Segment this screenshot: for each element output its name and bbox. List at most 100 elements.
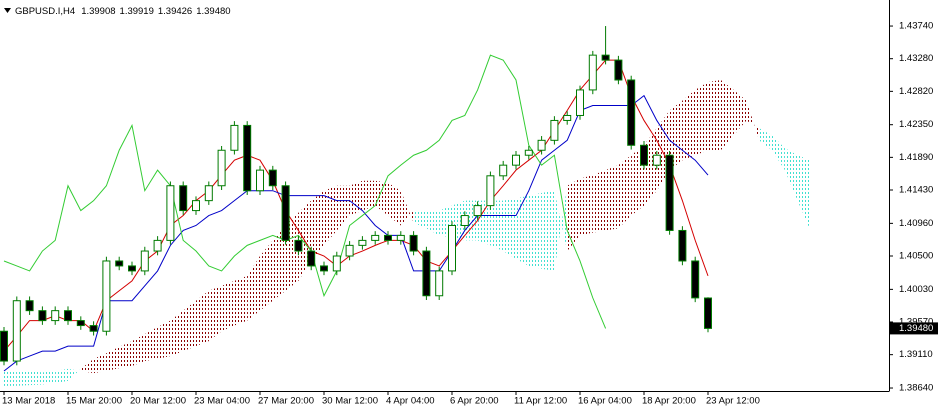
cloud-segment (260, 240, 273, 311)
candle-body (588, 54, 597, 91)
candle-body (537, 139, 546, 151)
y-tick-label: 1.39570 (899, 317, 933, 328)
candle-body (51, 310, 60, 322)
cloud-segment (772, 135, 785, 171)
cloud-segment (503, 198, 516, 259)
candle-body (486, 175, 495, 207)
cloud-segment (144, 326, 158, 362)
candle-body (76, 320, 85, 327)
cloud-segment (196, 290, 209, 347)
candle-body (678, 229, 687, 262)
candle-body (396, 234, 405, 241)
cloud-segment (516, 195, 529, 266)
cloud-segment (580, 175, 593, 236)
cloud-segment (170, 310, 184, 357)
cloud-segment (221, 280, 235, 332)
x-tick-label: 4 Apr 04:00 (386, 396, 435, 407)
cloud-segment (567, 178, 580, 252)
candle-body (204, 185, 213, 202)
candle-body (166, 185, 175, 241)
candle-body (89, 325, 98, 332)
cloud-segment (208, 285, 222, 342)
candle-body (268, 169, 277, 187)
x-tick-label: 27 Mar 20:00 (258, 396, 314, 407)
cloud-segment (490, 200, 504, 252)
quote-high: 1.39919 (120, 6, 154, 17)
cloud-segment (375, 180, 388, 216)
cloud-segment (93, 353, 107, 374)
candle-body (332, 255, 341, 272)
cloud-segment (682, 89, 696, 161)
candle-body (512, 154, 520, 166)
cloud-segment (68, 368, 81, 381)
cloud-segment (413, 210, 427, 229)
candle-body (358, 239, 367, 246)
candle-body (665, 154, 674, 231)
candles (0, 26, 712, 366)
indicator-line (3, 94, 709, 372)
candle-body (691, 260, 700, 299)
cloud-segment (605, 165, 619, 231)
cloud-segment (746, 100, 760, 141)
x-tick-label: 16 Apr 04:00 (578, 396, 632, 407)
candle-body (307, 250, 316, 267)
y-tick-label: 1.42820 (899, 86, 933, 97)
x-tick-label: 20 Mar 12:00 (130, 396, 186, 407)
x-tick-label: 18 Apr 20:00 (642, 396, 696, 407)
candle-body (25, 300, 34, 312)
cloud-segment (426, 210, 440, 236)
y-tick-label: 1.43280 (899, 53, 933, 64)
candle-body (345, 244, 354, 257)
candle-body (179, 185, 188, 212)
y-tick-label: 1.40500 (899, 251, 933, 262)
candle-body (601, 54, 610, 61)
menu-triangle (4, 8, 11, 13)
cloud-segment (80, 358, 94, 374)
chart-header: GBPUSD.I,H4 1.39908 1.39919 1.39426 1.39480 (15, 6, 231, 17)
cloud-segment (324, 185, 337, 246)
y-tick-label: 1.38640 (899, 383, 933, 394)
candle-body (256, 169, 264, 192)
candle-body (294, 239, 303, 252)
cloud-segment (119, 341, 132, 369)
candle-body (460, 215, 469, 226)
cloud-segment (784, 148, 798, 201)
y-tick-label: 1.43740 (899, 21, 933, 32)
cloud-segment (733, 89, 747, 136)
x-tick-label: 6 Apr 20:00 (450, 396, 499, 407)
x-tick-label: 30 Mar 12:00 (322, 396, 378, 407)
candle-body (652, 154, 661, 166)
cloud-segment (311, 190, 324, 261)
cloud-segment (695, 82, 708, 156)
y-tick-label: 1.41430 (899, 185, 933, 196)
cloud-segment (528, 192, 542, 269)
cloud-segment (247, 256, 260, 321)
quote-open: 1.39908 (81, 6, 115, 17)
candle-body (576, 89, 584, 116)
cloud-segment (132, 334, 145, 367)
candle-body (435, 270, 444, 297)
cloud-segment (349, 180, 363, 216)
x-tick-label: 23 Apr 12:00 (706, 396, 760, 407)
quote-low: 1.39426 (158, 6, 192, 17)
candle-body (243, 124, 252, 192)
candle-body (115, 260, 124, 267)
candle-body (230, 124, 239, 151)
candle-body (640, 144, 648, 166)
cloud-segment (592, 170, 606, 233)
candle-body (704, 297, 712, 329)
candle-body (384, 234, 392, 241)
cloud-segment (400, 190, 414, 226)
cloud-segment (708, 79, 721, 151)
cloud-segment (272, 225, 286, 301)
current-price-label: 1.39480 (899, 323, 933, 334)
cloud-segment (541, 190, 555, 271)
candle-body (128, 265, 136, 272)
cloud-segment (759, 128, 772, 151)
candle-body (371, 234, 380, 241)
candle-body (217, 149, 226, 187)
candle-body (422, 250, 431, 297)
cloud-segment (554, 185, 568, 271)
